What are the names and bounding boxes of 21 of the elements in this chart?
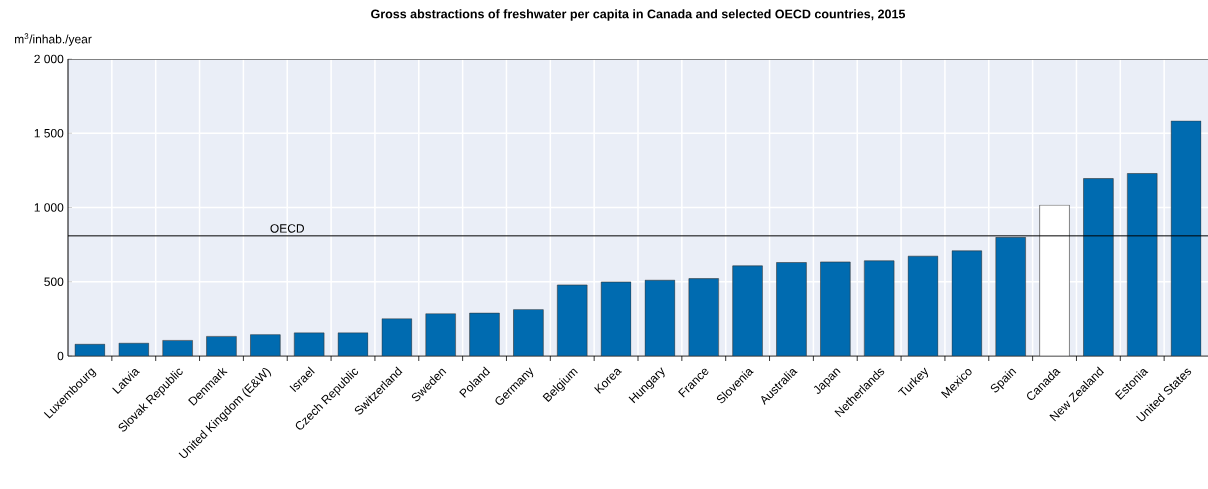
bar [469,312,500,356]
y-tick-label: 1 000 [34,203,64,212]
bar [776,262,807,356]
y-tick-label: 500 [44,277,64,286]
bar [1083,178,1114,356]
y-tick-label: 0 [57,351,64,361]
bar [381,318,413,356]
y-tick-label: 2 000 [34,54,64,64]
bar [1170,120,1202,356]
bar [250,334,281,356]
bar [513,309,544,356]
bar [118,342,149,356]
bar [74,343,106,356]
y-axis-title: m$^{3}$/inhab./year [15,33,92,46]
bar [600,281,632,356]
bar [337,332,369,356]
bar [951,250,983,356]
chart-title: Gross abstractions of freshwater per capita in Canada and selected OECD countries, 2015 [371,9,906,21]
ref-line-label: OECD [270,224,304,233]
bar [732,265,763,356]
y-tick-label: 1 500 [34,129,64,138]
